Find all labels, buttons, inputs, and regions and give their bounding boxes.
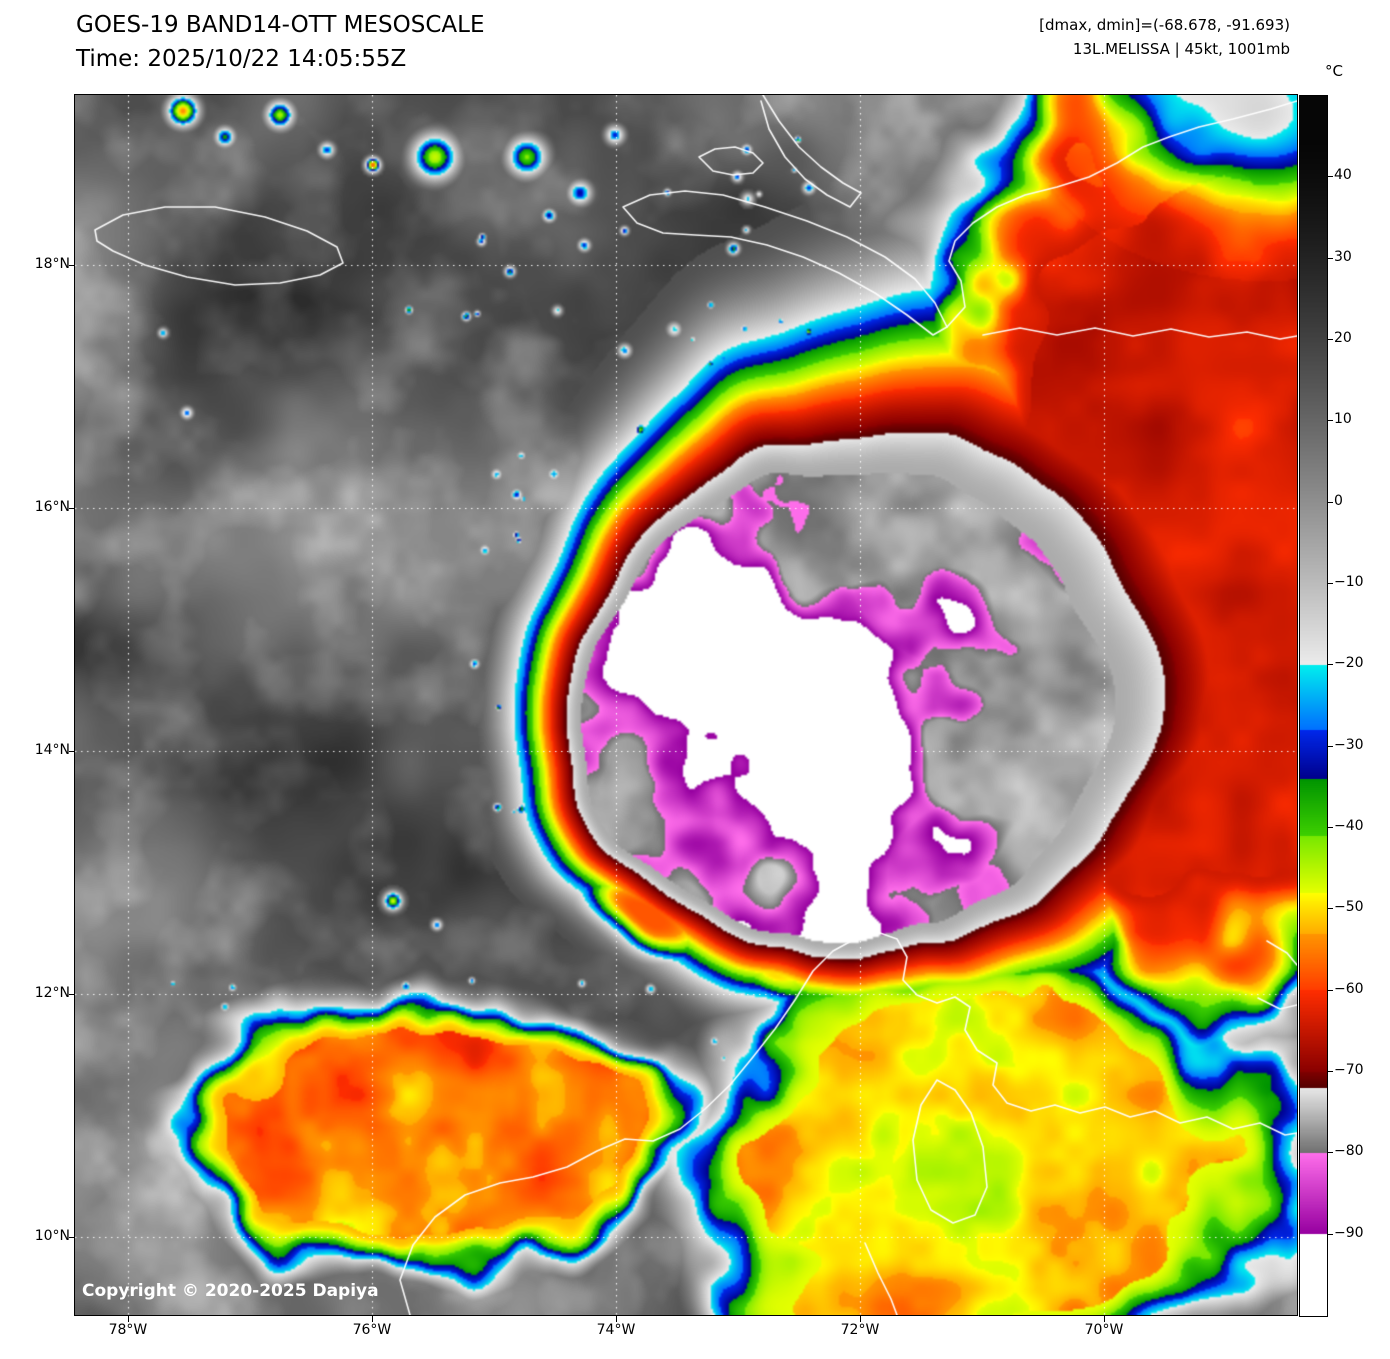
colorbar-unit-label: °C [1325, 62, 1343, 80]
lat-tick-label: 16°N [34, 498, 70, 515]
colorbar-tick-mark [1328, 176, 1333, 178]
colorbar-tick-label: −80 [1334, 1143, 1364, 1160]
colorbar-tick-label: −60 [1334, 980, 1364, 997]
lon-tick-mark [1103, 1316, 1105, 1322]
lat-tick-mark [69, 507, 75, 509]
colorbar-tick-label: −10 [1334, 574, 1364, 590]
lon-tick-mark [859, 1316, 861, 1322]
lat-tick-label: 10°N [34, 1227, 70, 1244]
satellite-image-canvas [75, 95, 1297, 1315]
colorbar-tick-mark [1328, 989, 1333, 991]
colorbar-tick-mark [1328, 501, 1333, 503]
colorbar-tick-label: −40 [1334, 818, 1364, 834]
colorbar-tick-label: −20 [1334, 655, 1364, 672]
lon-tick-label: 74°W [596, 1322, 636, 1338]
storm-info: 13L.MELISSA | 45kt, 1001mb [1072, 40, 1290, 58]
lat-tick-mark [69, 264, 75, 266]
lon-tick-label: 72°W [840, 1322, 880, 1338]
lon-tick-mark [371, 1316, 373, 1322]
colorbar-tick-label: 0 [1334, 492, 1343, 509]
lon-tick-mark [615, 1316, 617, 1322]
dmax-dmin-readout: [dmax, dmin]=(-68.678, -91.693) [1039, 16, 1290, 34]
figure-title: GOES-19 BAND14-OTT MESOSCALE [76, 12, 485, 38]
colorbar-tick-mark [1328, 257, 1333, 259]
colorbar-tick-label: −90 [1334, 1224, 1364, 1241]
copyright-text: Copyright © 2020-2025 Dapiya [82, 1281, 379, 1301]
lat-tick-label: 18°N [34, 255, 70, 272]
colorbar-tick-mark [1328, 1233, 1333, 1235]
lon-tick-label: 76°W [352, 1322, 392, 1338]
figure-time: Time: 2025/10/22 14:05:55Z [76, 46, 407, 72]
colorbar-tick-label: 20 [1334, 330, 1352, 346]
lat-tick-mark [69, 993, 75, 995]
colorbar-tick-mark [1328, 583, 1333, 584]
lon-tick-label: 78°W [108, 1322, 148, 1338]
lat-tick-mark [69, 750, 75, 752]
colorbar-tick-mark [1328, 1152, 1333, 1154]
colorbar-tick-label: 40 [1334, 167, 1352, 184]
colorbar-tick-label: −50 [1334, 899, 1364, 916]
colorbar-tick-mark [1328, 908, 1333, 910]
lat-tick-label: 14°N [34, 741, 70, 758]
colorbar-tick-label: −70 [1334, 1062, 1364, 1078]
colorbar-tick-mark [1328, 1071, 1333, 1072]
lon-tick-label: 70°W [1084, 1322, 1124, 1338]
colorbar-tick-label: −30 [1334, 736, 1364, 753]
colorbar-tick-mark [1328, 420, 1333, 422]
satellite-map: Copyright © 2020-2025 Dapiya [74, 94, 1298, 1316]
lat-tick-mark [69, 1236, 75, 1238]
lon-tick-mark [127, 1316, 129, 1322]
colorbar-tick-mark [1328, 664, 1333, 666]
colorbar-tick-mark [1328, 827, 1333, 828]
lat-tick-label: 12°N [34, 984, 70, 1001]
colorbar-tick-label: 10 [1334, 411, 1352, 428]
colorbar-canvas [1299, 95, 1328, 1317]
colorbar-tick-mark [1328, 745, 1333, 747]
colorbar-tick-label: 30 [1334, 248, 1352, 265]
colorbar-tick-mark [1328, 339, 1333, 340]
